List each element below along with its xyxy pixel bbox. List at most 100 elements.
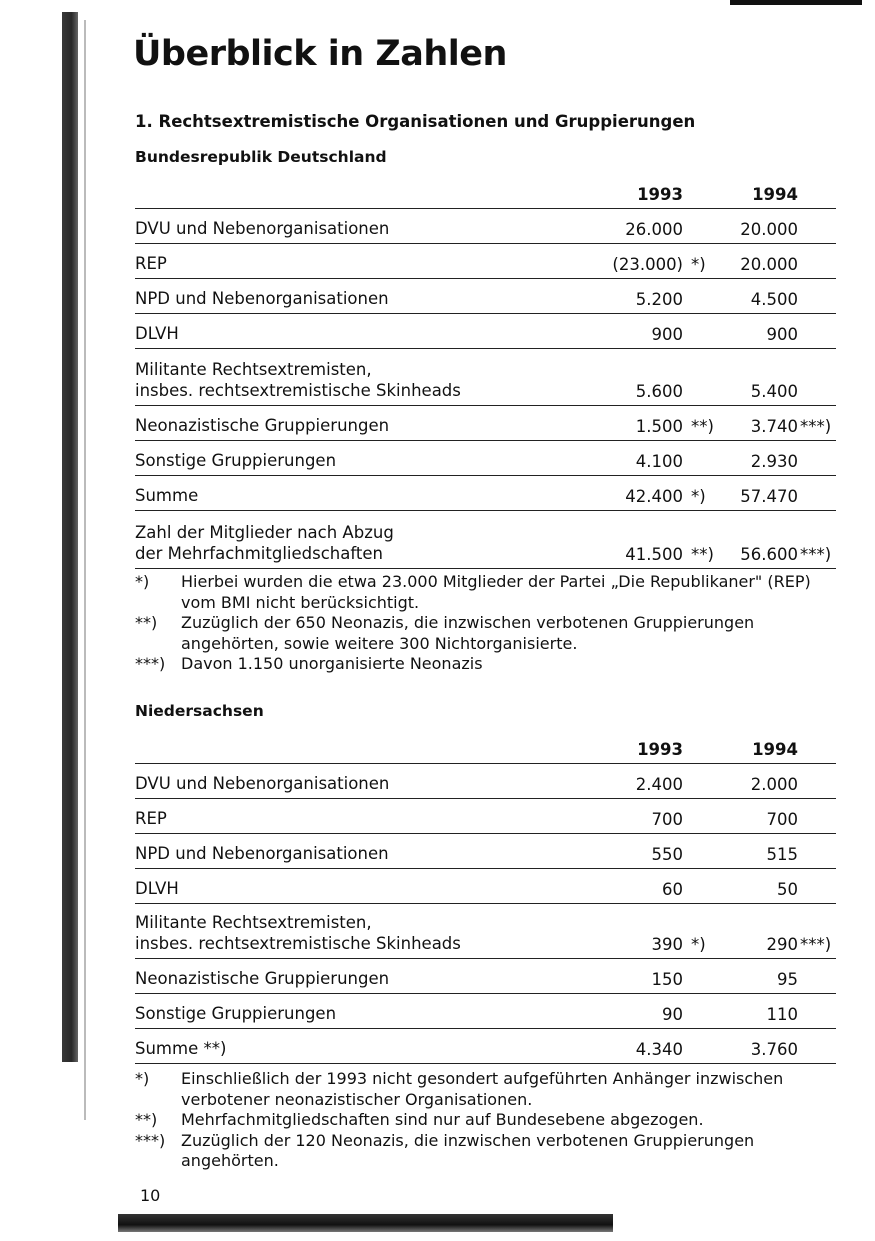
value-1994: 4.500 xyxy=(750,290,798,309)
footnote-text: Hierbei wurden die etwa 23.000 Mitgliede… xyxy=(181,572,811,612)
table-row: Neonazistische Gruppierungen 1.500 **) 3.74… xyxy=(135,406,836,441)
value-1994: 20.000 xyxy=(740,255,798,274)
value-1993: 1.500 xyxy=(635,417,683,436)
value-1994: 3.740 xyxy=(750,417,798,436)
table-row: REP 700 700 xyxy=(135,799,836,834)
value-1993: (23.000) xyxy=(612,255,683,274)
table-nds: 1993 1994 DVU und Nebenorganisationen 2.400… xyxy=(135,733,836,1064)
footnote-mark: ***) xyxy=(135,1130,166,1150)
value-1994: 900 xyxy=(766,325,799,344)
row-label: Militante Rechtsextremisten, insbes. rec… xyxy=(135,913,461,953)
value-1993: 5.200 xyxy=(635,290,683,309)
value-1994: 95 xyxy=(777,970,798,989)
row-label: DVU und Nebenorganisationen xyxy=(135,774,390,793)
footnote: ***) Zuzüglich der 120 Neonazis, die inzw… xyxy=(135,1131,835,1172)
footnote-text: Zuzüglich der 650 Neonazis, die inzwisch… xyxy=(181,613,755,653)
scan-top-mark xyxy=(730,0,862,5)
table-row: Sonstige Gruppierungen 4.100 2.930 xyxy=(135,441,836,476)
value-1994: 3.760 xyxy=(750,1040,798,1059)
table-row: NPD und Nebenorganisationen 550 515 xyxy=(135,834,836,869)
footnotes-bund: *) Hierbei wurden die etwa 23.000 Mitglie… xyxy=(135,572,835,675)
table-heading-bund: Bundesrepublik Deutschland xyxy=(135,148,387,166)
header-year-1994: 1994 xyxy=(752,740,798,759)
value-1994: 20.000 xyxy=(740,220,798,239)
footnote-text: Davon 1.150 unorganisierte Neonazis xyxy=(181,654,483,673)
footnote-text: Einschließlich der 1993 nicht gesondert … xyxy=(181,1069,784,1109)
table-row: Summe 42.400 *) 57.470 xyxy=(135,476,836,511)
table-heading-nds: Niedersachsen xyxy=(135,702,264,720)
table-row: REP (23.000) *) 20.000 xyxy=(135,244,836,279)
footnote-mark: *) xyxy=(135,572,150,591)
value-1994: 5.400 xyxy=(750,382,798,401)
table-row: Neonazistische Gruppierungen 150 95 xyxy=(135,959,836,994)
table-header-row: 1993 1994 xyxy=(135,733,836,764)
value-1994: 290 xyxy=(766,935,799,954)
footnote: *) Hierbei wurden die etwa 23.000 Mitglie… xyxy=(135,572,835,613)
footnote-mark-1993: **) xyxy=(691,545,714,564)
value-1994: 2.000 xyxy=(750,775,798,794)
row-label: DLVH xyxy=(135,879,179,898)
footnotes-nds: *) Einschließlich der 1993 nicht gesonder… xyxy=(135,1069,835,1172)
footnote: **) Zuzüglich der 650 Neonazis, die inzwi… xyxy=(135,613,835,654)
footnote-mark: **) xyxy=(135,613,158,632)
row-label: REP xyxy=(135,809,167,828)
header-year-1993: 1993 xyxy=(637,185,683,204)
value-1994: 50 xyxy=(777,880,798,899)
value-1993: 390 xyxy=(651,935,684,954)
table-bund: 1993 1994 DVU und Nebenorganisationen 26.00… xyxy=(135,178,836,569)
row-label: Neonazistische Gruppierungen xyxy=(135,416,390,435)
value-1993: 700 xyxy=(651,810,684,829)
footnote-mark: **) xyxy=(135,1110,158,1129)
footnote: ***) Davon 1.150 unorganisierte Neonazis xyxy=(135,654,835,675)
row-label: NPD und Nebenorganisationen xyxy=(135,844,389,863)
scan-edge-shadow xyxy=(62,12,78,1062)
table-row: NPD und Nebenorganisationen 5.200 4.500 xyxy=(135,279,836,314)
footnote: **) Mehrfachmitgliedschaften sind nur auf… xyxy=(135,1110,835,1131)
value-1993: 5.600 xyxy=(635,382,683,401)
table-row: DVU und Nebenorganisationen 26.000 20.000 xyxy=(135,209,836,244)
value-1993: 90 xyxy=(662,1005,683,1024)
footnote: *) Einschließlich der 1993 nicht gesonder… xyxy=(135,1069,835,1110)
row-label: DVU und Nebenorganisationen xyxy=(135,219,390,238)
value-1994: 515 xyxy=(766,845,799,864)
value-1994: 57.470 xyxy=(740,487,798,506)
footnote-mark-1994: ***) xyxy=(800,545,832,564)
table-row: DLVH 900 900 xyxy=(135,314,836,349)
row-label: Summe **) xyxy=(135,1039,227,1058)
footnote-mark-1994: ***) xyxy=(800,935,832,954)
footnote-mark-1993: *) xyxy=(691,487,706,506)
row-label: REP xyxy=(135,254,167,273)
header-year-1993: 1993 xyxy=(637,740,683,759)
header-year-1994: 1994 xyxy=(752,185,798,204)
value-1993: 60 xyxy=(662,880,683,899)
row-label: Sonstige Gruppierungen xyxy=(135,1004,337,1023)
footnote-text: Zuzüglich der 120 Neonazis, die inzwisch… xyxy=(181,1130,755,1171)
footnote-mark: ***) xyxy=(135,654,166,673)
row-label: Zahl der Mitglieder nach Abzug der Mehrf… xyxy=(135,523,394,563)
footnote-mark-1993: *) xyxy=(691,255,706,274)
value-1994: 56.600 xyxy=(740,545,798,564)
footnote-mark-1993: *) xyxy=(691,935,706,954)
value-1993: 42.400 xyxy=(625,487,683,506)
table-row: Sonstige Gruppierungen 90 110 xyxy=(135,994,836,1029)
table-header-row: 1993 1994 xyxy=(135,178,836,209)
value-1993: 900 xyxy=(651,325,684,344)
value-1993: 26.000 xyxy=(625,220,683,239)
row-label: DLVH xyxy=(135,324,179,343)
row-label: NPD und Nebenorganisationen xyxy=(135,289,389,308)
value-1993: 550 xyxy=(651,845,684,864)
value-1993: 41.500 xyxy=(625,545,683,564)
table-row: Zahl der Mitglieder nach Abzug der Mehrf… xyxy=(135,511,836,569)
scan-bottom-shadow xyxy=(118,1214,613,1232)
value-1994: 700 xyxy=(766,810,799,829)
footnote-mark-1994: ***) xyxy=(800,417,832,436)
row-label: Militante Rechtsextremisten, insbes. rec… xyxy=(135,360,461,400)
value-1993: 4.340 xyxy=(635,1040,683,1059)
footnote-text: Mehrfachmitgliedschaften sind nur auf Bu… xyxy=(181,1110,704,1129)
table-row: DLVH 60 50 xyxy=(135,869,836,904)
value-1993: 150 xyxy=(651,970,684,989)
footnote-mark: *) xyxy=(135,1069,150,1088)
value-1993: 2.400 xyxy=(635,775,683,794)
table-row: Militante Rechtsextremisten, insbes. rec… xyxy=(135,349,836,406)
table-row: Militante Rechtsextremisten, insbes. rec… xyxy=(135,904,836,959)
